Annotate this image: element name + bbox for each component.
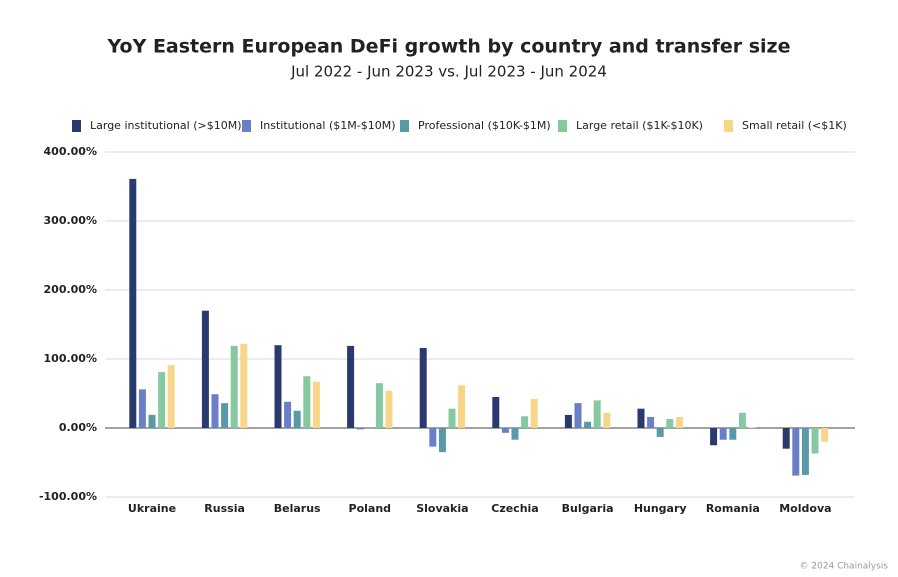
bar (792, 428, 800, 476)
bar (221, 403, 229, 428)
x-tick-label: Hungary (634, 502, 687, 515)
bar (303, 376, 311, 428)
bar (492, 396, 500, 428)
bar (201, 310, 209, 428)
y-tick-label: -100.00% (39, 490, 97, 503)
bar (158, 372, 166, 428)
bar (293, 410, 301, 428)
x-tick-label: Slovakia (416, 502, 468, 515)
bar (719, 428, 727, 440)
bar (647, 416, 655, 428)
y-tick-label: 400.00% (44, 145, 97, 158)
bar (811, 428, 819, 454)
x-tick-label: Poland (349, 502, 392, 515)
chart-title: YoY Eastern European DeFi growth by coun… (107, 36, 791, 58)
bar (366, 428, 374, 429)
x-tick-label: Moldova (779, 502, 831, 515)
bar (521, 416, 529, 428)
bar (584, 421, 592, 428)
bar (312, 381, 320, 428)
bar (656, 428, 664, 437)
bar (603, 412, 611, 428)
bar (729, 428, 737, 440)
bar (230, 345, 238, 428)
bar (347, 345, 355, 428)
bar (167, 365, 175, 428)
bar (511, 428, 519, 440)
x-tick-label: Bulgaria (562, 502, 614, 515)
bar (821, 428, 829, 442)
legend-swatch (400, 120, 409, 132)
bar (448, 408, 456, 428)
bar (666, 419, 674, 428)
bar (675, 416, 683, 428)
bar (138, 389, 146, 428)
x-tick-label: Ukraine (128, 502, 176, 515)
bar (284, 401, 292, 428)
x-tick-label: Russia (204, 502, 245, 515)
chart-subtitle: Jul 2022 - Jun 2023 vs. Jul 2023 - Jun 2… (290, 63, 607, 81)
legend-label: Institutional ($1M-$10M) (260, 119, 396, 132)
x-tick-label: Czechia (491, 502, 538, 515)
bar (429, 428, 437, 447)
bar (748, 427, 756, 428)
legend-label: Large retail ($1K-$10K) (576, 119, 703, 132)
bar (375, 383, 383, 428)
bar (530, 399, 538, 428)
bar (593, 400, 601, 428)
bar (501, 428, 509, 433)
footer: © 2024 Chainalysis (799, 562, 888, 572)
x-tick-label: Belarus (274, 502, 321, 515)
bar (240, 343, 248, 428)
y-tick-label: 200.00% (44, 283, 97, 296)
y-tick-label: 0.00% (59, 421, 97, 434)
legend-label: Small retail (<$1K) (742, 119, 847, 132)
bar (738, 412, 746, 428)
bar (801, 428, 809, 475)
bar (385, 390, 393, 428)
bar (129, 178, 137, 428)
bar (274, 345, 282, 428)
legend-swatch (242, 120, 251, 132)
bar (637, 408, 645, 428)
bar (782, 428, 790, 449)
bar (564, 414, 572, 428)
bar (356, 428, 364, 430)
bar (419, 347, 427, 428)
y-tick-label: 300.00% (44, 214, 97, 227)
bar (211, 394, 219, 428)
y-tick-label: 100.00% (44, 352, 97, 365)
legend-label: Professional ($10K-$1M) (418, 119, 551, 132)
x-tick-label: Romania (706, 502, 760, 515)
legend-swatch (724, 120, 733, 132)
bar (148, 414, 156, 428)
legend-swatch (558, 120, 567, 132)
bar (710, 428, 718, 446)
legend-label: Large institutional (>$10M) (90, 119, 242, 132)
bar (458, 385, 466, 428)
bar (438, 428, 446, 453)
bar (574, 403, 582, 428)
legend-swatch (72, 120, 81, 132)
